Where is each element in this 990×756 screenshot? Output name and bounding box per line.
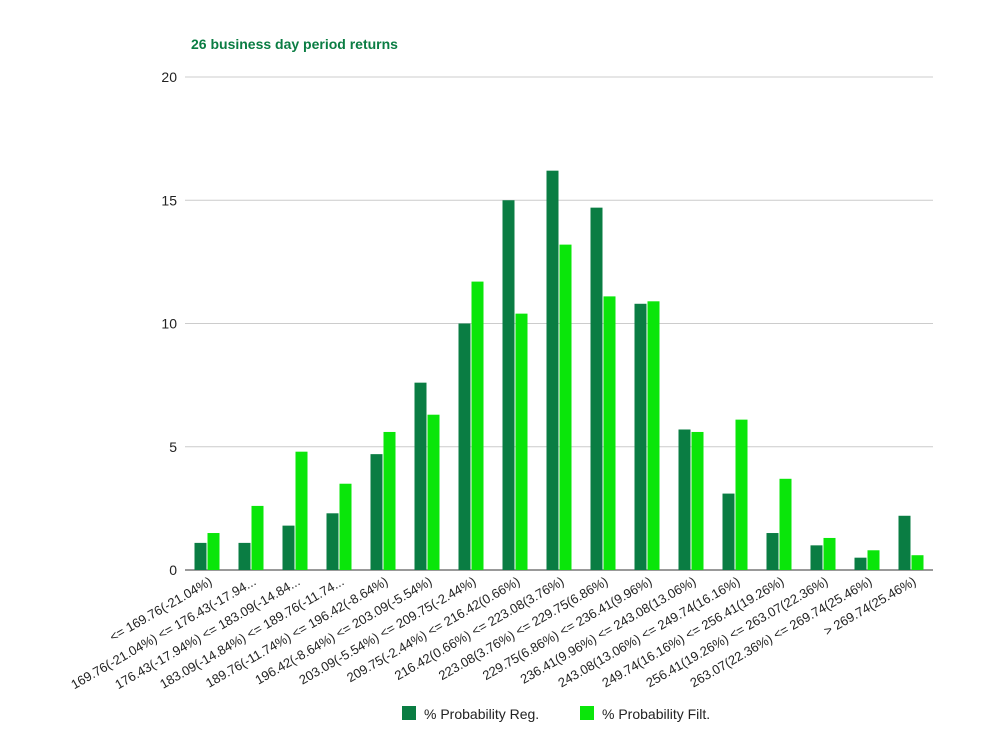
bar-filt	[603, 296, 616, 570]
bar-filt	[735, 419, 748, 570]
bar-filt	[911, 555, 924, 570]
legend-swatch-reg	[402, 706, 416, 720]
bar-reg	[898, 515, 911, 570]
bar-reg	[810, 545, 823, 570]
bar-reg	[458, 323, 471, 570]
gridlines	[185, 76, 933, 571]
legend-swatch-filt	[580, 706, 594, 720]
y-axis-ticks: 0 5 10 15 20	[161, 69, 177, 578]
chart-title: 26 business day period returns	[191, 36, 398, 52]
bar-reg	[194, 542, 207, 570]
bar-filt	[779, 478, 792, 570]
bar-filt	[207, 533, 220, 570]
bar-filt	[295, 451, 308, 570]
bar-filt	[383, 431, 396, 570]
legend-label-reg: % Probability Reg.	[424, 706, 539, 722]
bars	[194, 170, 924, 571]
bar-filt	[251, 505, 264, 570]
bar-reg	[722, 493, 735, 570]
bar-reg	[502, 200, 515, 570]
bar-reg	[370, 454, 383, 570]
y-tick-label: 5	[169, 439, 177, 455]
legend: % Probability Reg. % Probability Filt.	[402, 706, 710, 722]
y-tick-label: 20	[161, 69, 177, 85]
bar-filt	[515, 313, 528, 570]
legend-label-filt: % Probability Filt.	[602, 706, 710, 722]
x-axis-ticks: <= 169.76(-21.04%)169.76(-21.04%) <= 176…	[68, 574, 918, 693]
bar-filt	[823, 537, 836, 570]
bar-filt	[691, 431, 704, 570]
bar-filt	[559, 244, 572, 570]
y-tick-label: 15	[161, 192, 177, 208]
bar-filt	[647, 301, 660, 570]
bar-reg	[414, 382, 427, 570]
bar-filt	[427, 414, 440, 570]
bar-reg	[238, 542, 251, 570]
bar-reg	[634, 303, 647, 570]
y-tick-label: 0	[169, 562, 177, 578]
bar-reg	[590, 207, 603, 570]
bar-filt	[471, 281, 484, 570]
bar-reg	[282, 525, 295, 570]
bar-reg	[326, 513, 339, 570]
bar-filt	[867, 550, 880, 570]
y-tick-label: 10	[161, 316, 177, 332]
bar-reg	[546, 170, 559, 571]
bar-filt	[339, 483, 352, 570]
bar-reg	[678, 429, 691, 570]
bar-reg	[766, 533, 779, 570]
bar-reg	[854, 557, 867, 570]
